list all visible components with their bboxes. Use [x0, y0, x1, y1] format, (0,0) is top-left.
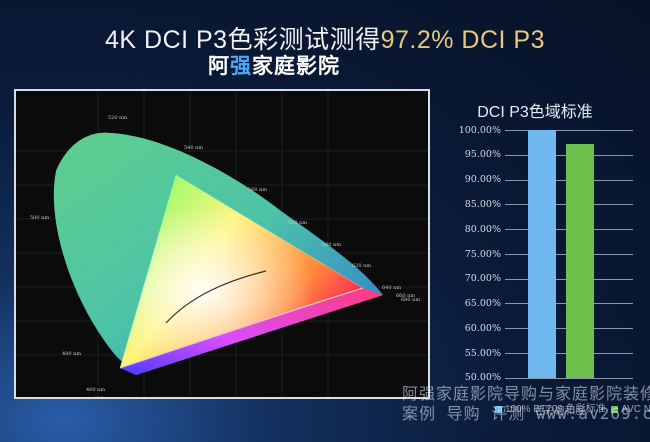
svg-text:600 nm: 600 nm [322, 242, 341, 248]
watermark: 阿强家庭影院导购与家庭影院装修网 案例 导购 评测 www.av269.com [402, 384, 650, 424]
brand-char-1: 阿 [208, 55, 230, 78]
wavelength-labels: 520 nm 540 nm 560 nm 580 nm 600 nm 620 n… [30, 115, 420, 397]
ytick: 75.00% [464, 249, 501, 260]
bar-dci-p3-standard [528, 130, 556, 378]
legend-swatch-measured [611, 405, 619, 413]
watermark-line-1: 阿强家庭影院导购与家庭影院装修网 [402, 384, 650, 403]
svg-text:580 nm: 580 nm [288, 220, 307, 226]
ytick: 50.00% [464, 372, 501, 383]
legend-swatch-standard [495, 405, 502, 413]
ytick: 85.00% [464, 199, 501, 210]
gridline [505, 378, 633, 379]
watermark-line-2: 案例 导购 评测 www.av269.com [402, 404, 650, 423]
svg-text:620 nm: 620 nm [352, 263, 371, 269]
cie-chart-svg: 520 nm 540 nm 560 nm 580 nm 600 nm 620 n… [16, 91, 428, 397]
ytick: 100.00% [458, 125, 501, 136]
brand-rest: 家庭影院 [252, 55, 340, 78]
x-axis-label: 色彩饱和度 [535, 406, 585, 417]
legend-label-standard: 100% BT709 色彩标准 [505, 404, 606, 415]
bar-measured-avc-n8 [566, 144, 594, 378]
svg-text:480 nm: 480 nm [62, 351, 81, 357]
ytick: 65.00% [464, 298, 501, 309]
svg-text:500 nm: 500 nm [30, 215, 49, 221]
page-title: 4K DCI P3色彩测试测得97.2% DCI P3 [0, 20, 650, 56]
ytick: 80.00% [464, 224, 501, 235]
ytick: 90.00% [464, 174, 501, 185]
cie-chromaticity-diagram: 520 nm 540 nm 560 nm 580 nm 600 nm 620 n… [14, 89, 430, 399]
ytick: 60.00% [464, 323, 501, 334]
svg-text:660 nm: 660 nm [396, 293, 415, 299]
ytick: 55.00% [464, 348, 501, 359]
bar-chart-legend: 100% BT709 色彩标准 AVC N8 [495, 400, 650, 415]
gridline [505, 130, 633, 131]
bar-chart-title: DCI P3色域标准 [477, 104, 593, 121]
title-highlight: 97.2% DCI P3 [380, 26, 546, 54]
title-main: 4K DCI P3色彩测试测得 [104, 26, 381, 54]
svg-text:440 nm: 440 nm [94, 396, 113, 397]
svg-text:680 nm: 680 nm [401, 297, 420, 303]
ytick: 95.00% [464, 149, 501, 160]
brand-char-2: 强 [230, 55, 252, 78]
svg-text:520 nm: 520 nm [108, 115, 127, 121]
svg-text:560 nm: 560 nm [248, 187, 267, 193]
planckian-locus [165, 270, 267, 324]
svg-text:640 nm: 640 nm [382, 285, 401, 291]
brand-logo: 阿强家庭影院 [208, 50, 340, 80]
dci-p3-bar-chart: DCI P3色域标准 100.00% 95.00% 90.00% 85.00% … [445, 90, 645, 417]
legend-label-measured: AVC N8 [621, 404, 650, 415]
svg-text:460 nm: 460 nm [86, 387, 105, 393]
svg-text:540 nm: 540 nm [184, 145, 203, 151]
ytick: 70.00% [464, 273, 501, 284]
